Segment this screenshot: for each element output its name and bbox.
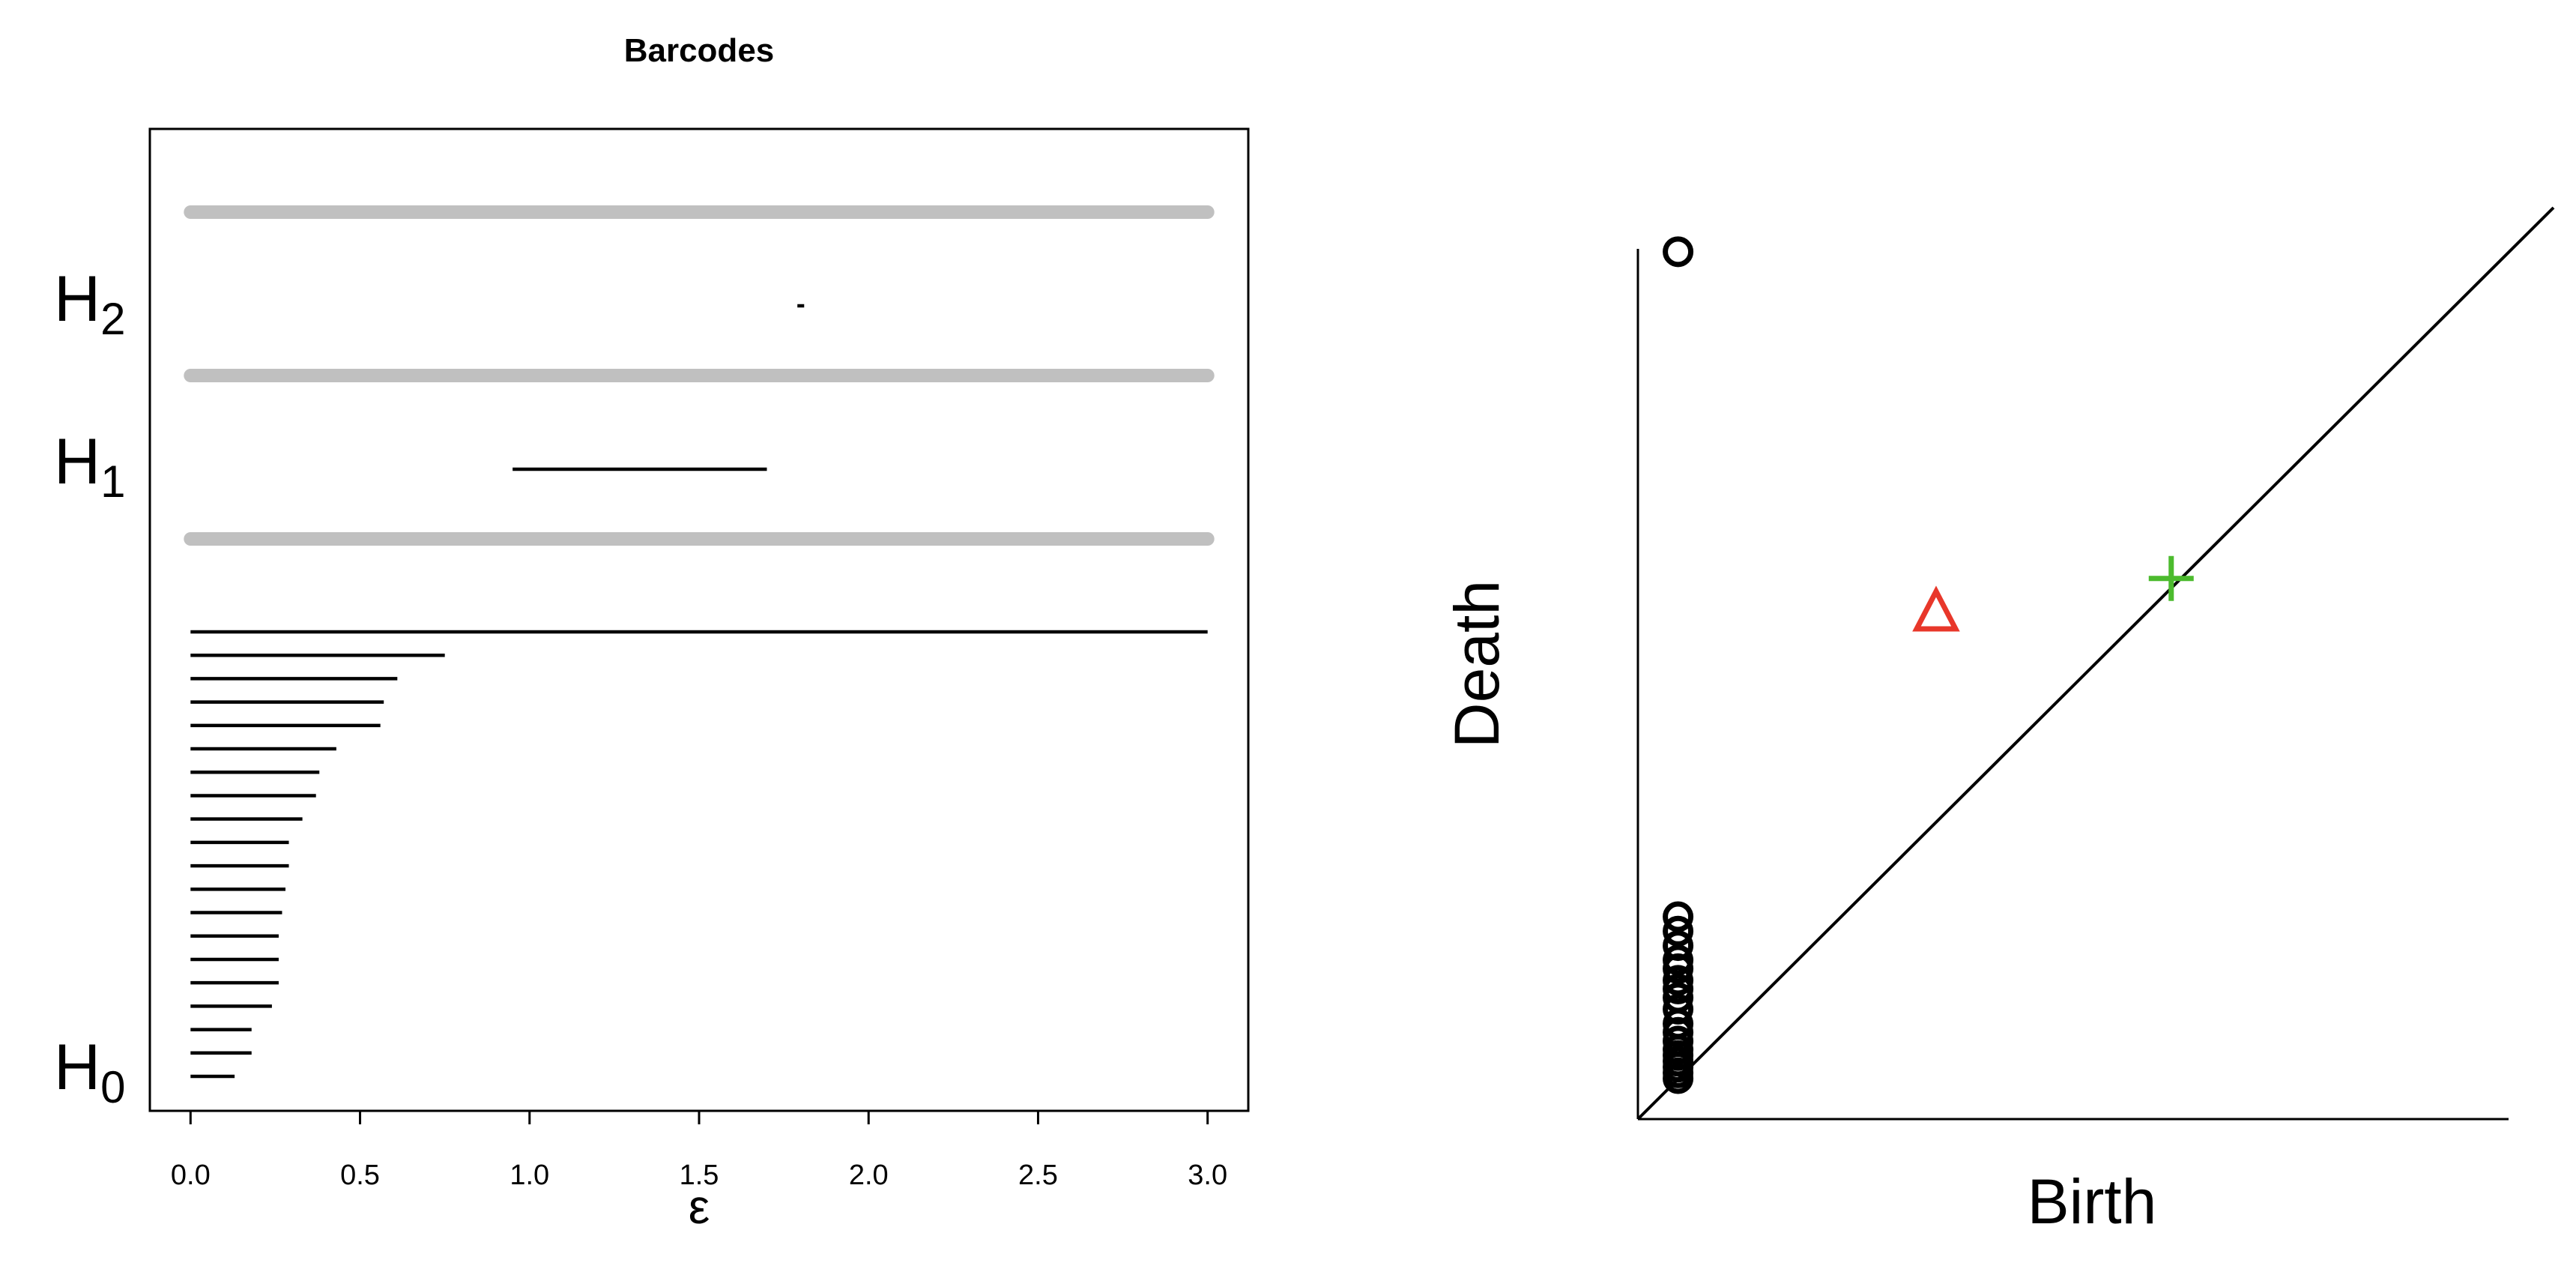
diagram-point-circle [1663,1063,1694,1094]
barcode-x-tick-label: 0.5 [340,1160,380,1191]
barcode-group-label-subscript: 2 [100,294,125,344]
diagram-point-circle [1663,965,1694,996]
barcode-x-tick-label: 2.5 [1018,1160,1058,1191]
barcode-x-tick-label: 1.0 [510,1160,549,1191]
barcode-x-axis: 0.0 0.5 1.0 1.5 2.0 2.5 3.0 [171,1109,1227,1191]
diagram-point-circle [1663,901,1694,932]
diagram-x-axis-label: Birth [2028,1166,2157,1237]
diagram-point-circle [1663,953,1694,984]
barcode-x-tick-label: 2.0 [849,1160,889,1191]
barcode-group-label-subscript: 0 [100,1062,125,1112]
diagram-point-circle [1663,944,1694,976]
barcode-title: Barcodes [624,32,775,69]
diagram-point-circle [1663,236,1694,268]
diagram-point-circle [1663,915,1694,947]
diagram-points [1663,236,2194,1094]
persistence-diagram-panel: Birth Death [1442,206,2555,1237]
diagram-point-plus [2148,555,2194,601]
barcode-group-label-main: H [54,263,100,335]
barcode-x-axis-label: ε [689,1180,710,1234]
diagram-diagonal [1636,206,2555,1121]
barcode-bars [190,304,1208,1079]
diagram-point-triangle [1912,585,1960,632]
barcode-separators [184,205,1215,546]
diagram-point-circle [1663,973,1694,1004]
barcode-group-label: H2 [54,263,125,344]
barcode-x-tick-label: 3.0 [1188,1160,1227,1191]
barcode-x-tick-label: 0.0 [171,1160,211,1191]
barcode-group-label-main: H [54,1031,100,1103]
barcode-plot-frame [148,127,1250,1112]
barcode-group-label: H1 [54,426,125,507]
barcode-group-label: H0 [54,1031,125,1112]
diagram-y-axis-label: Death [1442,580,1512,748]
barcode-group-label-main: H [54,426,100,498]
barcode-x-tick-label: 1.5 [680,1160,719,1191]
barcode-group-label-subscript: 1 [100,456,125,507]
